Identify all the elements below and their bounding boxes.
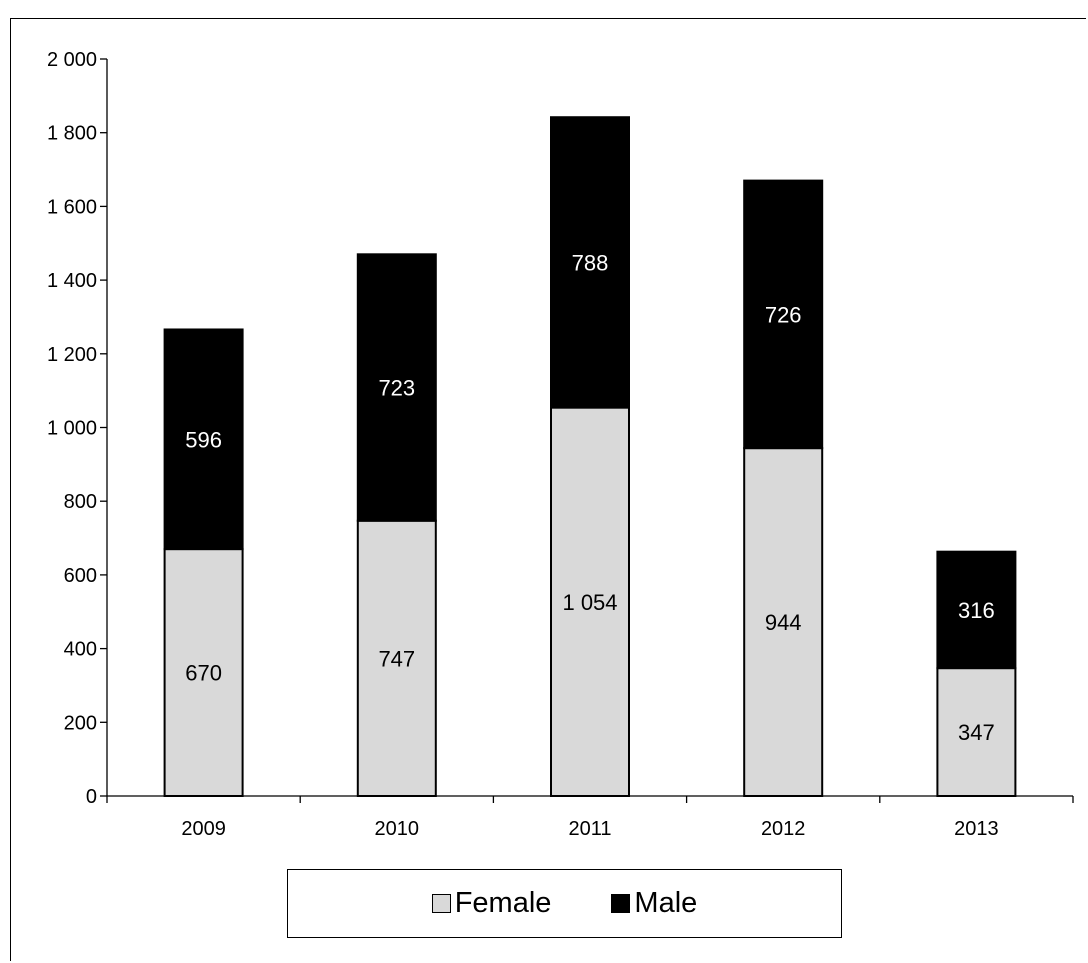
legend-label-male: Male <box>634 887 698 919</box>
data-label-female-2013: 347 <box>958 720 995 745</box>
bar-male-2009 <box>163 328 244 551</box>
data-label-female-2011: 1 054 <box>562 590 617 615</box>
bar-male-2012 <box>743 179 824 450</box>
bar-female-2009 <box>163 548 244 797</box>
y-tick-label: 1 000 <box>47 418 97 440</box>
bar-male-2010 <box>356 253 437 522</box>
x-tick-label: 2009 <box>181 818 226 840</box>
data-label-male-2013: 316 <box>958 598 995 623</box>
legend-entry-female: Female <box>431 887 552 920</box>
legend-entry-male: Male <box>611 887 697 920</box>
legend-label-female: Female <box>454 887 552 919</box>
y-tick-label: 2 000 <box>47 49 97 71</box>
data-label-female-2010: 747 <box>378 646 415 671</box>
legend: Female Male <box>287 869 842 938</box>
y-tick-label: 1 800 <box>47 123 97 145</box>
data-label-male-2011: 788 <box>572 250 609 275</box>
legend-swatch-male <box>611 894 631 913</box>
x-tick-label: 2012 <box>761 818 806 840</box>
bar-male-2013 <box>936 550 1017 670</box>
data-label-male-2009: 596 <box>185 427 222 452</box>
bar-male-2011 <box>550 116 630 409</box>
data-label-female-2012: 944 <box>765 610 802 635</box>
x-tick-label: 2010 <box>375 818 420 840</box>
x-tick-label: 2013 <box>954 818 999 840</box>
y-tick-label: 1 400 <box>47 270 97 292</box>
y-tick-label: 600 <box>64 565 97 587</box>
legend-swatch-female <box>431 894 451 913</box>
bar-labels: 670 596 747 723 1 054 788 944 726 347 316 <box>185 250 995 745</box>
bar-female-2013 <box>936 667 1017 797</box>
data-label-male-2012: 726 <box>765 302 802 327</box>
y-axis: 0 200 400 600 800 1 000 1 200 1 400 1 600 1 800 2 … <box>47 49 108 808</box>
chart-frame <box>10 18 1086 961</box>
bars <box>163 116 1017 798</box>
data-label-female-2009: 670 <box>185 661 222 686</box>
bar-female-2010 <box>356 519 437 798</box>
x-tick-label: 2011 <box>568 818 611 840</box>
y-tick-label: 400 <box>64 639 97 661</box>
y-tick-label: 200 <box>64 712 97 734</box>
x-axis: 2009 2010 2011 2012 2013 <box>106 795 1074 840</box>
data-label-male-2010: 723 <box>378 376 415 401</box>
y-tick-label: 0 <box>86 786 97 808</box>
y-tick-label: 1 200 <box>47 344 97 366</box>
bar-female-2012 <box>743 447 824 797</box>
y-tick-label: 1 600 <box>47 196 97 218</box>
y-tick-label: 800 <box>64 491 97 513</box>
